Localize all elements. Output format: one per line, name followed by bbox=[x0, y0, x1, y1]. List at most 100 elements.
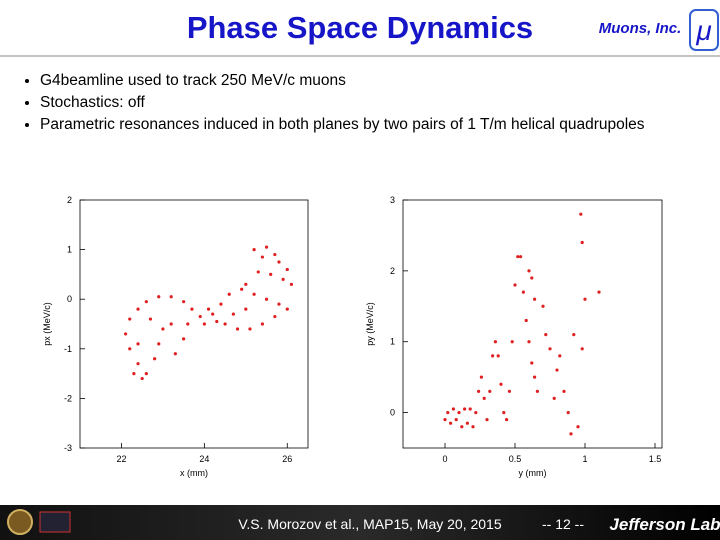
point bbox=[446, 410, 450, 415]
point bbox=[269, 272, 273, 276]
footer-logo bbox=[7, 509, 33, 535]
logo-symbol: μ bbox=[695, 15, 711, 46]
x-tick-label: 1 bbox=[582, 454, 587, 464]
point bbox=[579, 212, 583, 216]
point bbox=[544, 333, 548, 337]
point bbox=[244, 307, 248, 311]
point bbox=[153, 357, 157, 361]
footer-citation: V.S. Morozov et al., MAP15, May 20, 2015 bbox=[238, 516, 502, 532]
point bbox=[285, 267, 289, 272]
point bbox=[513, 283, 517, 287]
bullet-list: G4beamline used to track 250 MeV/c muons… bbox=[18, 70, 720, 136]
point bbox=[157, 342, 161, 346]
point bbox=[580, 240, 584, 245]
point bbox=[541, 304, 545, 308]
point bbox=[169, 295, 173, 299]
point bbox=[132, 372, 136, 376]
point bbox=[533, 297, 537, 301]
y-tick-label: 1 bbox=[390, 337, 395, 347]
point bbox=[206, 307, 211, 311]
point bbox=[530, 361, 534, 365]
point bbox=[477, 389, 481, 393]
point bbox=[488, 389, 492, 393]
x-tick-label: 22 bbox=[116, 454, 126, 464]
point bbox=[211, 312, 215, 316]
bullet: Parametric resonances induced in both pl… bbox=[40, 114, 720, 136]
point bbox=[449, 421, 453, 425]
y-tick-label: 3 bbox=[390, 195, 395, 205]
point bbox=[496, 354, 500, 358]
point bbox=[215, 319, 219, 324]
point bbox=[235, 327, 240, 331]
point bbox=[499, 382, 503, 386]
point bbox=[190, 307, 194, 311]
x-tick-label: 24 bbox=[199, 454, 209, 464]
point bbox=[202, 322, 206, 326]
point bbox=[256, 270, 260, 274]
x-tick-label: 0 bbox=[442, 454, 447, 464]
point bbox=[273, 314, 277, 319]
x-axis-label: x (mm) bbox=[180, 468, 208, 478]
point bbox=[124, 332, 128, 336]
y-axis-label: px (MeV/c) bbox=[42, 302, 52, 346]
point bbox=[161, 327, 165, 331]
point bbox=[248, 327, 252, 331]
point bbox=[260, 255, 264, 259]
slide-title: Phase Space Dynamics bbox=[187, 10, 533, 45]
point bbox=[198, 314, 202, 319]
point bbox=[527, 340, 531, 344]
point bbox=[566, 410, 570, 415]
point bbox=[182, 300, 186, 304]
point bbox=[533, 375, 537, 379]
point bbox=[136, 342, 140, 346]
bullet: Stochastics: off bbox=[40, 92, 720, 114]
point bbox=[468, 407, 472, 411]
point bbox=[558, 354, 562, 358]
footer-lab: Jefferson Lab bbox=[609, 515, 720, 534]
point bbox=[227, 292, 231, 296]
x-tick-label: 26 bbox=[282, 454, 292, 464]
footer-bar bbox=[0, 505, 720, 540]
point bbox=[507, 389, 511, 393]
y-tick-label: 1 bbox=[67, 245, 72, 255]
point bbox=[240, 287, 244, 291]
point bbox=[576, 425, 580, 429]
x-tick-label: 1.5 bbox=[649, 454, 662, 464]
point bbox=[521, 290, 526, 294]
point bbox=[548, 347, 552, 351]
plot-frame bbox=[79, 199, 309, 449]
point bbox=[454, 418, 458, 422]
point bbox=[140, 376, 144, 381]
point bbox=[252, 292, 256, 296]
point bbox=[562, 389, 566, 393]
x-axis-label: y (mm) bbox=[519, 468, 547, 478]
y-tick-label: 0 bbox=[390, 408, 395, 418]
point bbox=[510, 340, 514, 344]
point bbox=[482, 396, 486, 400]
point bbox=[491, 354, 495, 358]
point bbox=[182, 337, 186, 341]
plot-frame bbox=[402, 199, 663, 449]
point bbox=[173, 352, 177, 356]
point bbox=[144, 372, 148, 376]
point bbox=[572, 333, 576, 337]
point bbox=[144, 300, 148, 304]
point bbox=[244, 282, 248, 286]
point bbox=[148, 317, 153, 321]
y-tick-label: 0 bbox=[67, 294, 72, 304]
point bbox=[555, 368, 559, 372]
page-number: -- 12 -- bbox=[542, 516, 584, 532]
x-tick-label: 0.5 bbox=[509, 454, 522, 464]
footer-logo bbox=[39, 511, 71, 533]
point bbox=[219, 302, 223, 306]
point bbox=[505, 418, 509, 422]
point bbox=[479, 375, 483, 379]
y-axis-label: py (MeV/c) bbox=[365, 302, 375, 346]
point bbox=[485, 418, 489, 422]
bullet: G4beamline used to track 250 MeV/c muons bbox=[40, 70, 720, 92]
point bbox=[535, 389, 540, 393]
point bbox=[285, 307, 289, 311]
point bbox=[569, 432, 573, 436]
